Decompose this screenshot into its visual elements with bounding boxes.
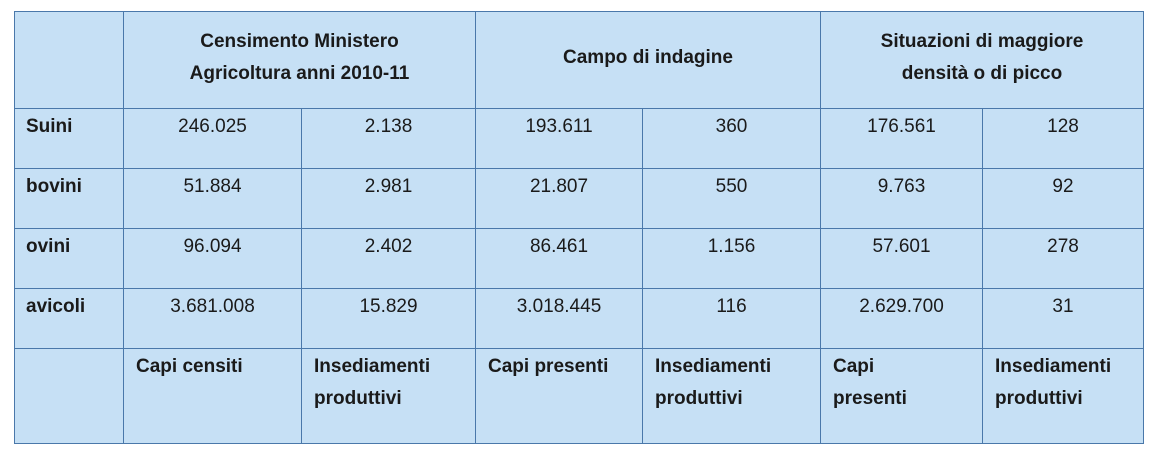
group-header-line: Censimento Ministero xyxy=(200,31,399,52)
table-cell: 246.025 xyxy=(123,108,302,169)
row-label: Suini xyxy=(14,108,124,169)
table-cell: 21.807 xyxy=(475,168,643,229)
row-label: bovini xyxy=(14,168,124,229)
group-header-line: densità o di picco xyxy=(901,63,1063,84)
table-cell: 2.138 xyxy=(301,108,476,169)
table-cell: 3.018.445 xyxy=(475,288,643,349)
table-row: avicoli 3.681.008 15.829 3.018.445 116 2… xyxy=(14,288,1144,349)
table-cell: 92 xyxy=(982,168,1144,229)
table-cell: 116 xyxy=(642,288,821,349)
column-footer-label: Capi presenti xyxy=(475,348,643,444)
column-footer-label: Insediamenti produttivi xyxy=(642,348,821,444)
footer-line: Capi presenti xyxy=(488,356,609,377)
table-cell: 57.601 xyxy=(820,228,983,289)
column-footer-label: Capi censiti xyxy=(123,348,302,444)
footer-line: Insediamenti xyxy=(314,356,431,377)
header-corner-cell xyxy=(14,11,124,109)
table-cell: 550 xyxy=(642,168,821,229)
group-header-peak: Situazioni di maggiore densità o di picc… xyxy=(820,11,1144,109)
column-footer-label: Insediamenti produttivi xyxy=(982,348,1144,444)
table-cell: 2.629.700 xyxy=(820,288,983,349)
table-cell: 51.884 xyxy=(123,168,302,229)
table-cell: 3.681.008 xyxy=(123,288,302,349)
table-row: ovini 96.094 2.402 86.461 1.156 57.601 2… xyxy=(14,228,1144,289)
table-row: Suini 246.025 2.138 193.611 360 176.561 … xyxy=(14,108,1144,169)
footer-line: produttivi xyxy=(655,388,743,409)
footer-line: Insediamenti xyxy=(995,356,1112,377)
column-footer-label: Insediamenti produttivi xyxy=(301,348,476,444)
footer-line: Insediamenti xyxy=(655,356,772,377)
table-cell: 96.094 xyxy=(123,228,302,289)
table-cell: 9.763 xyxy=(820,168,983,229)
table-cell: 360 xyxy=(642,108,821,169)
table-cell: 86.461 xyxy=(475,228,643,289)
footer-line: produttivi xyxy=(314,388,402,409)
group-header-survey: Campo di indagine xyxy=(475,11,821,109)
table-cell: 193.611 xyxy=(475,108,643,169)
footer-line: Capi xyxy=(833,356,875,377)
table-cell: 15.829 xyxy=(301,288,476,349)
footer-line: produttivi xyxy=(995,388,1083,409)
footer-corner-cell xyxy=(14,348,124,444)
table-cell: 1.156 xyxy=(642,228,821,289)
table-cell: 278 xyxy=(982,228,1144,289)
table-header-row: Censimento Ministero Agricoltura anni 20… xyxy=(14,11,1144,109)
footer-line: presenti xyxy=(833,388,907,409)
livestock-table-container: Censimento Ministero Agricoltura anni 20… xyxy=(14,11,1144,444)
table-cell: 176.561 xyxy=(820,108,983,169)
livestock-table: Censimento Ministero Agricoltura anni 20… xyxy=(14,11,1144,444)
footer-line: Capi censiti xyxy=(136,356,243,377)
table-cell: 128 xyxy=(982,108,1144,169)
table-footer-row: Capi censiti Insediamenti produttivi Cap… xyxy=(14,348,1144,444)
group-header-line: Campo di indagine xyxy=(563,47,733,68)
group-header-line: Situazioni di maggiore xyxy=(880,31,1084,52)
row-label: ovini xyxy=(14,228,124,289)
group-header-line: Agricoltura anni 2010-11 xyxy=(189,63,410,84)
column-footer-label: Capi presenti xyxy=(820,348,983,444)
table-row: bovini 51.884 2.981 21.807 550 9.763 92 xyxy=(14,168,1144,229)
table-cell: 31 xyxy=(982,288,1144,349)
table-cell: 2.981 xyxy=(301,168,476,229)
group-header-census: Censimento Ministero Agricoltura anni 20… xyxy=(123,11,476,109)
row-label: avicoli xyxy=(14,288,124,349)
table-cell: 2.402 xyxy=(301,228,476,289)
